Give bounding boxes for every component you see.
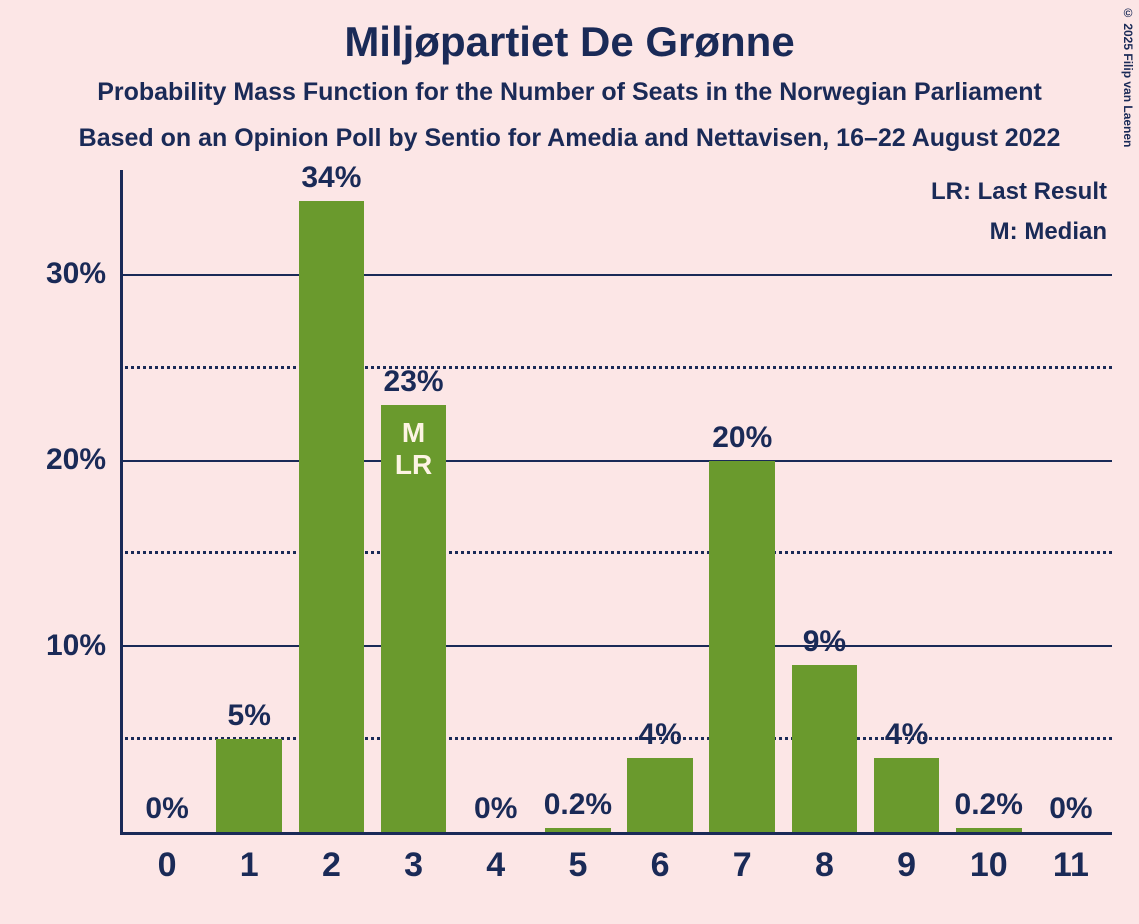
- x-tick-label: 11: [1030, 846, 1112, 885]
- bar: [216, 739, 282, 832]
- gridline-minor: [120, 366, 1112, 369]
- bar-value-label: 0%: [117, 792, 217, 826]
- x-axis: [120, 832, 1112, 835]
- x-tick-label: 2: [290, 846, 372, 885]
- chart-title: Miljøpartiet De Grønne: [0, 18, 1139, 66]
- bar-value-label: 5%: [199, 699, 299, 733]
- gridline-minor: [120, 551, 1112, 554]
- bar-value-label: 23%: [364, 365, 464, 399]
- bar-annotation: LR: [381, 449, 447, 481]
- bar-value-label: 4%: [610, 718, 710, 752]
- y-tick-label: 20%: [16, 443, 106, 477]
- bar: [627, 758, 693, 832]
- bar-annotation: M: [381, 417, 447, 449]
- bar: [299, 201, 365, 832]
- bar-value-label: 0.2%: [528, 788, 628, 822]
- bar: [709, 461, 775, 832]
- bar: [792, 665, 858, 832]
- chart-root: Miljøpartiet De Grønne Probability Mass …: [0, 0, 1139, 924]
- bar-value-label: 9%: [774, 625, 874, 659]
- x-tick-label: 6: [619, 846, 701, 885]
- x-tick-label: 5: [537, 846, 619, 885]
- x-tick-label: 4: [455, 846, 537, 885]
- gridline-major: [120, 645, 1112, 647]
- bar-value-label: 0%: [1021, 792, 1121, 826]
- bar-value-label: 20%: [692, 421, 792, 455]
- bar-value-label: 4%: [857, 718, 957, 752]
- bar-annotation-group: MLR: [381, 417, 447, 481]
- gridline-major: [120, 460, 1112, 462]
- x-tick-label: 0: [126, 846, 208, 885]
- x-tick-label: 10: [948, 846, 1030, 885]
- y-tick-label: 30%: [16, 257, 106, 291]
- bar-value-label: 34%: [281, 161, 381, 195]
- x-tick-label: 3: [373, 846, 455, 885]
- bar: [874, 758, 940, 832]
- copyright-text: © 2025 Filip van Laenen: [1121, 6, 1135, 147]
- x-tick-label: 8: [783, 846, 865, 885]
- x-tick-label: 1: [208, 846, 290, 885]
- x-tick-label: 9: [866, 846, 948, 885]
- chart-subtitle-2: Based on an Opinion Poll by Sentio for A…: [0, 124, 1139, 153]
- y-axis: [120, 170, 123, 832]
- chart-subtitle-1: Probability Mass Function for the Number…: [0, 78, 1139, 107]
- plot-area: 10%20%30%0%05%134%2MLR23%30%40.2%54%620%…: [120, 182, 1112, 832]
- x-tick-label: 7: [701, 846, 783, 885]
- gridline-major: [120, 274, 1112, 276]
- y-tick-label: 10%: [16, 629, 106, 663]
